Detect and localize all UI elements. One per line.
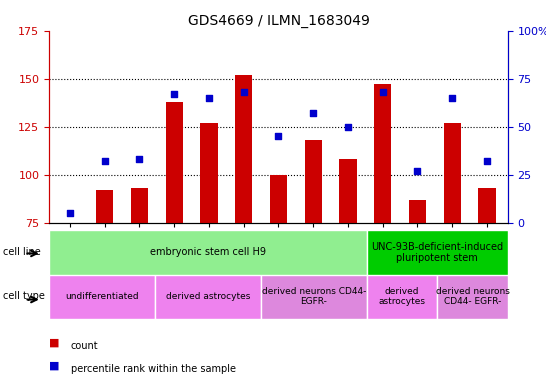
Point [448,95,456,101]
Bar [270,175,287,223]
Point [483,158,491,164]
Text: ■: ■ [49,361,60,371]
Text: cell type: cell type [3,291,45,301]
Text: UNC-93B-deficient-induced
pluripotent stem: UNC-93B-deficient-induced pluripotent st… [371,242,503,263]
Bar [96,190,114,223]
Bar [200,123,218,223]
FancyBboxPatch shape [49,230,367,275]
Point [309,110,318,116]
FancyBboxPatch shape [367,230,508,275]
FancyBboxPatch shape [155,275,261,319]
FancyBboxPatch shape [49,275,155,319]
Point [135,156,144,162]
Point [274,133,283,139]
Point [66,210,74,216]
Point [343,124,352,130]
Point [378,89,387,95]
FancyBboxPatch shape [437,275,508,319]
Bar [131,188,148,223]
Title: GDS4669 / ILMN_1683049: GDS4669 / ILMN_1683049 [187,14,370,28]
Point [205,95,213,101]
Text: ■: ■ [49,338,60,348]
Text: derived neurons CD44-
EGFR-: derived neurons CD44- EGFR- [262,287,366,306]
Bar [409,200,426,223]
Text: derived astrocytes: derived astrocytes [166,292,250,301]
Text: percentile rank within the sample: percentile rank within the sample [71,364,236,374]
Bar [165,102,183,223]
Bar [305,140,322,223]
Text: embryonic stem cell H9: embryonic stem cell H9 [150,247,266,258]
Point [170,91,179,97]
Bar [339,159,357,223]
FancyBboxPatch shape [261,275,367,319]
Text: derived neurons
CD44- EGFR-: derived neurons CD44- EGFR- [436,287,509,306]
Bar [235,75,252,223]
FancyBboxPatch shape [367,275,437,319]
Bar [443,123,461,223]
Point [413,168,422,174]
Point [100,158,109,164]
Bar [374,84,391,223]
Text: count: count [71,341,99,351]
Text: undifferentiated: undifferentiated [66,292,139,301]
Point [239,89,248,95]
Bar [478,188,496,223]
Text: derived
astrocytes: derived astrocytes [378,287,425,306]
Text: cell line: cell line [3,247,40,257]
